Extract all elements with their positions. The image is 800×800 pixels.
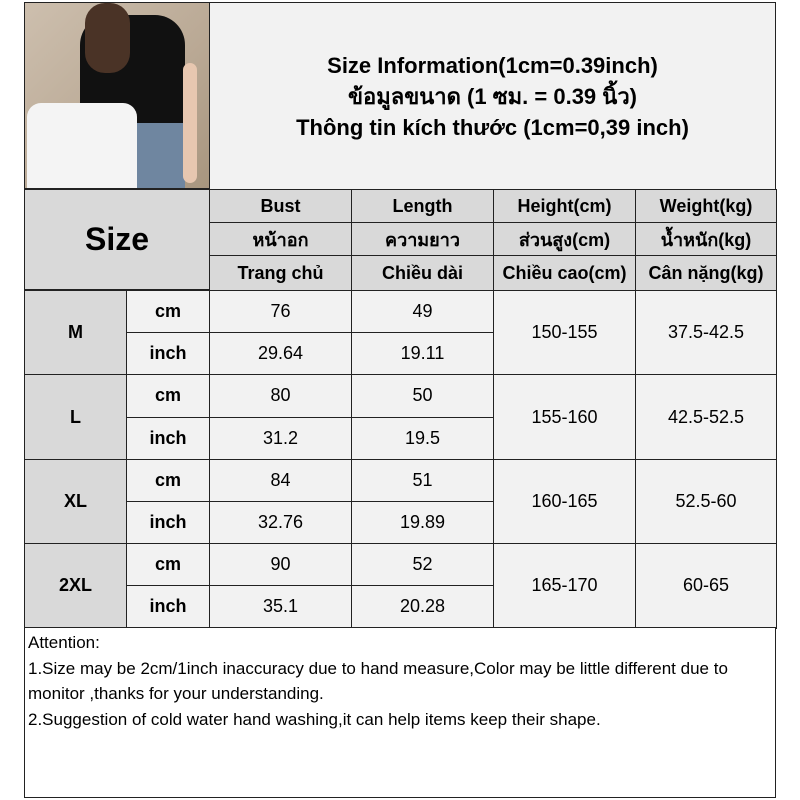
weight-range-value: 42.5-52.5 — [635, 374, 777, 460]
bust-inch-value: 29.64 — [209, 332, 352, 376]
unit-cm-label: cm — [126, 374, 210, 418]
hair — [85, 3, 130, 73]
note-1: 1.Size may be 2cm/1inch inaccuracy due t… — [28, 658, 728, 704]
weight-range-value: 60-65 — [635, 543, 777, 629]
note-2: 2.Suggestion of cold water hand washing,… — [28, 709, 601, 729]
attention-notes: Attention: 1.Size may be 2cm/1inch inacc… — [24, 627, 776, 798]
bust-inch-value: 35.1 — [209, 585, 352, 629]
length-cm-value: 50 — [351, 374, 494, 418]
arm — [183, 63, 197, 183]
unit-inch-label: inch — [126, 416, 210, 460]
size-label: XL — [24, 458, 127, 545]
size-info-title: Size Information(1cm=0.39inch) ข้อมูลขนา… — [209, 2, 776, 190]
length-inch-value: 19.5 — [351, 416, 494, 460]
unit-cm-label: cm — [126, 290, 210, 334]
weight-range-value: 37.5-42.5 — [635, 290, 777, 376]
size-label: 2XL — [24, 543, 127, 629]
unit-inch-label: inch — [126, 501, 210, 545]
notes-heading: Attention: — [28, 633, 100, 652]
column-header-th: หน้าอก — [209, 222, 352, 256]
bust-inch-value: 31.2 — [209, 416, 352, 460]
column-header-vi: Chiều dài — [351, 255, 494, 291]
bust-cm-value: 76 — [209, 290, 352, 334]
length-inch-value: 20.28 — [351, 585, 494, 629]
height-range-value: 155-160 — [493, 374, 636, 460]
product-photo — [24, 2, 210, 189]
column-header-th: น้ำหนัก(kg) — [635, 222, 777, 256]
column-header-th: ความยาว — [351, 222, 494, 256]
length-inch-value: 19.89 — [351, 501, 494, 545]
height-range-value: 165-170 — [493, 543, 636, 629]
weight-range-value: 52.5-60 — [635, 458, 777, 545]
column-header-vi: Trang chủ — [209, 255, 352, 291]
size-label: L — [24, 374, 127, 460]
length-cm-value: 49 — [351, 290, 494, 334]
column-header-en: Height(cm) — [493, 189, 636, 223]
height-range-value: 160-165 — [493, 458, 636, 545]
column-header-th: ส่วนสูง(cm) — [493, 222, 636, 256]
title-english: Size Information(1cm=0.39inch) — [327, 52, 658, 78]
column-header-vi: Chiều cao(cm) — [493, 255, 636, 291]
column-header-vi: Cân nặng(kg) — [635, 255, 777, 291]
bust-cm-value: 84 — [209, 458, 352, 502]
white-shirt — [27, 103, 137, 188]
height-range-value: 150-155 — [493, 290, 636, 376]
size-header: Size — [24, 189, 210, 290]
size-label: M — [24, 290, 127, 376]
unit-inch-label: inch — [126, 332, 210, 376]
unit-cm-label: cm — [126, 543, 210, 587]
length-cm-value: 51 — [351, 458, 494, 502]
unit-inch-label: inch — [126, 585, 210, 629]
bust-cm-value: 80 — [209, 374, 352, 418]
length-cm-value: 52 — [351, 543, 494, 587]
column-header-en: Length — [351, 189, 494, 223]
column-header-en: Bust — [209, 189, 352, 223]
column-header-en: Weight(kg) — [635, 189, 777, 223]
title-vietnamese: Thông tin kích thước (1cm=0,39 inch) — [296, 114, 689, 140]
unit-cm-label: cm — [126, 458, 210, 502]
length-inch-value: 19.11 — [351, 332, 494, 376]
bust-inch-value: 32.76 — [209, 501, 352, 545]
title-thai: ข้อมูลขนาด (1 ซม. = 0.39 นิ้ว) — [347, 83, 637, 109]
bust-cm-value: 90 — [209, 543, 352, 587]
